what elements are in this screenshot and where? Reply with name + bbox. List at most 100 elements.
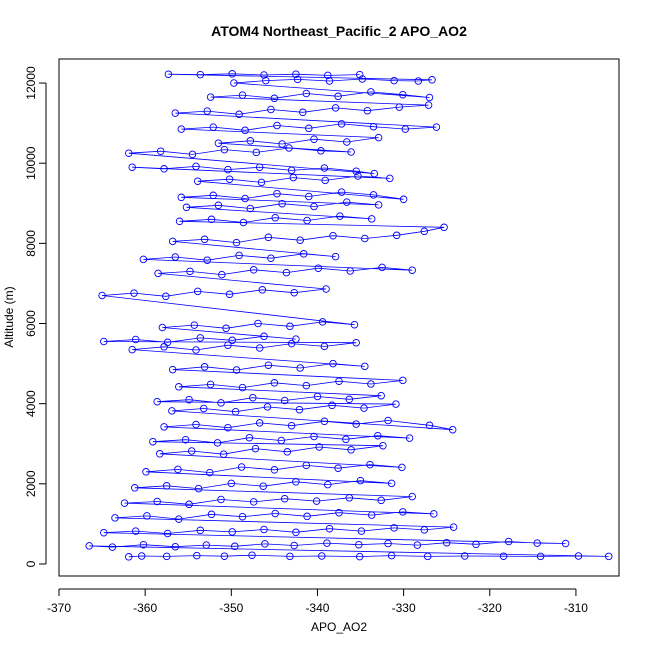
data-point bbox=[310, 432, 318, 441]
data-point bbox=[286, 552, 294, 561]
x-tick-label: -350 bbox=[219, 601, 243, 615]
data-point bbox=[345, 494, 354, 502]
data-point bbox=[363, 106, 372, 115]
data-point bbox=[235, 110, 243, 119]
data-point bbox=[130, 289, 138, 297]
data-point bbox=[270, 94, 279, 103]
data-point bbox=[125, 149, 133, 157]
data-point bbox=[214, 139, 223, 147]
data-point bbox=[196, 70, 205, 79]
x-tick-label: -340 bbox=[305, 601, 329, 615]
data-point bbox=[131, 335, 140, 344]
data-point bbox=[252, 148, 261, 157]
data-point bbox=[100, 528, 108, 537]
data-point bbox=[217, 399, 225, 407]
data-point bbox=[207, 215, 216, 224]
data-point bbox=[448, 425, 457, 434]
data-point bbox=[185, 395, 193, 404]
data-point bbox=[392, 231, 401, 240]
data-point bbox=[220, 552, 229, 560]
data-point bbox=[283, 448, 292, 456]
data-point bbox=[384, 539, 392, 548]
data-point bbox=[499, 552, 508, 560]
data-point bbox=[171, 253, 180, 261]
data-point bbox=[258, 286, 267, 294]
data-point bbox=[295, 405, 304, 414]
data-point bbox=[398, 463, 406, 472]
data-point bbox=[287, 166, 296, 175]
data-point bbox=[329, 231, 337, 240]
data-point bbox=[203, 107, 211, 115]
data-point bbox=[238, 91, 247, 99]
data-point bbox=[440, 223, 448, 232]
data-point bbox=[321, 176, 329, 185]
data-point bbox=[355, 540, 363, 549]
data-point bbox=[399, 90, 407, 99]
data-point bbox=[420, 227, 429, 236]
x-tick-label: -330 bbox=[392, 601, 416, 615]
data-point bbox=[237, 463, 246, 471]
data-point bbox=[370, 169, 379, 178]
data-point bbox=[337, 188, 346, 196]
data-point bbox=[277, 436, 286, 445]
data-point bbox=[168, 237, 177, 246]
data-point bbox=[273, 121, 281, 130]
data-point bbox=[356, 476, 365, 485]
data-point bbox=[131, 484, 139, 492]
data-point bbox=[354, 172, 362, 180]
data-point bbox=[260, 71, 268, 79]
data-point bbox=[217, 495, 225, 504]
data-point bbox=[278, 140, 286, 148]
data-point bbox=[139, 255, 148, 264]
data-point bbox=[280, 396, 289, 405]
data-point bbox=[328, 401, 336, 410]
data-point bbox=[193, 177, 202, 185]
data-point bbox=[232, 238, 241, 247]
data-point bbox=[355, 552, 364, 561]
data-point bbox=[292, 528, 300, 537]
data-point bbox=[267, 254, 275, 262]
data-point bbox=[343, 198, 351, 206]
data-point bbox=[290, 541, 298, 550]
data-point bbox=[222, 324, 230, 333]
data-point bbox=[317, 147, 325, 155]
data-point bbox=[192, 420, 200, 429]
plot-area bbox=[85, 70, 613, 561]
data-point bbox=[271, 509, 279, 518]
x-tick-label: -320 bbox=[478, 601, 502, 615]
data-point bbox=[312, 497, 321, 505]
data-point bbox=[392, 400, 400, 408]
data-point bbox=[255, 419, 264, 427]
data-point bbox=[413, 541, 422, 549]
data-point bbox=[561, 539, 570, 548]
data-point bbox=[425, 93, 434, 102]
data-point bbox=[336, 212, 344, 220]
data-point bbox=[286, 322, 294, 331]
data-point bbox=[449, 523, 458, 531]
data-point bbox=[280, 494, 289, 503]
y-axis-label: Altitude (m) bbox=[2, 286, 16, 347]
data-point bbox=[171, 542, 180, 551]
data-point bbox=[174, 465, 182, 474]
data-point bbox=[225, 290, 234, 299]
data-point bbox=[379, 441, 387, 450]
data-point bbox=[310, 202, 318, 211]
data-point bbox=[263, 403, 272, 411]
data-point bbox=[292, 478, 300, 486]
y-tick-label: 0 bbox=[24, 560, 38, 567]
data-point bbox=[227, 479, 236, 488]
data-point bbox=[305, 124, 313, 133]
data-point bbox=[111, 514, 119, 522]
data-point bbox=[190, 321, 199, 329]
data-point bbox=[214, 201, 223, 210]
data-point bbox=[187, 447, 196, 455]
data-point bbox=[533, 539, 541, 547]
data-point bbox=[335, 377, 343, 385]
y-tick-label: 10000 bbox=[24, 146, 38, 180]
data-point bbox=[323, 539, 331, 547]
data-point bbox=[408, 492, 416, 501]
data-point bbox=[334, 92, 342, 101]
data-point bbox=[98, 291, 106, 300]
data-point bbox=[241, 194, 249, 203]
